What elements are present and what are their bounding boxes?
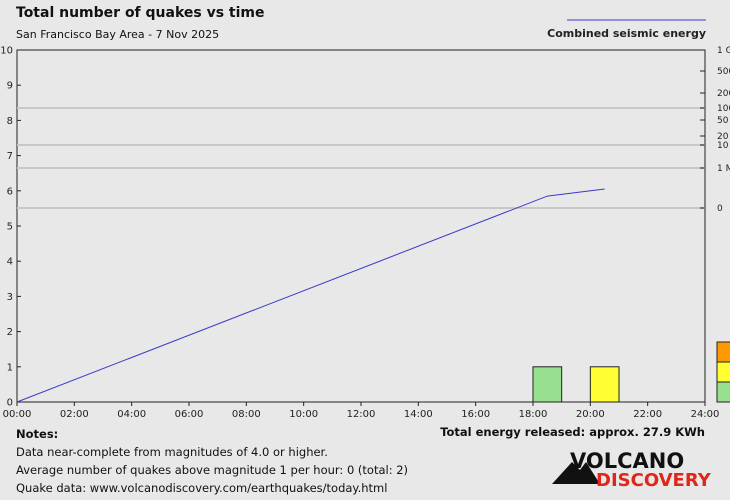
- y-tick-label: 8: [7, 116, 13, 127]
- y-tick-label: 5: [7, 222, 13, 233]
- right-tick-label: 20: [717, 132, 729, 142]
- y-tick-label: 3: [7, 292, 13, 303]
- logo-text-top: VOLCANO: [570, 449, 684, 473]
- y-tick-label: 2: [7, 327, 13, 338]
- x-tick-label: 24:00: [691, 409, 720, 420]
- magnitude-color-scale: [716, 341, 730, 403]
- y-tick-label: 10: [0, 46, 13, 57]
- x-tick-label: 20:00: [576, 409, 605, 420]
- plot-area: [16, 49, 706, 403]
- y-tick-label: 4: [7, 257, 13, 268]
- y-tick-label: 6: [7, 186, 13, 197]
- volcano-discovery-logo[interactable]: VOLCANO DISCOVERY: [552, 448, 722, 490]
- volcano-icon: [552, 462, 600, 484]
- x-tick-label: 12:00: [347, 409, 376, 420]
- right-tick-label: 100: [717, 104, 730, 114]
- x-tick-label: 04:00: [117, 409, 146, 420]
- x-tick-label: 22:00: [633, 409, 662, 420]
- x-tick-label: 16:00: [461, 409, 490, 420]
- x-tick-label: 08:00: [232, 409, 261, 420]
- x-tick-label: 02:00: [60, 409, 89, 420]
- y-axis: 0 1 2 3 4 5 6 7 8 9 10: [0, 46, 21, 409]
- y-tick-label: 7: [7, 151, 13, 162]
- right-tick-label: 0: [717, 204, 723, 214]
- grid-lines: [17, 107, 705, 209]
- notes-line-3[interactable]: Quake data: www.volcanodiscovery.com/ear…: [16, 481, 388, 495]
- chart-subtitle: San Francisco Bay Area - 7 Nov 2025: [16, 28, 219, 41]
- logo-text-bottom: DISCOVERY: [596, 470, 712, 490]
- right-tick-label: 50: [717, 116, 729, 126]
- x-tick-label: 18:00: [519, 409, 548, 420]
- notes-block: Notes: Data near-complete from magnitude…: [16, 425, 408, 497]
- magnitude-swatch: [716, 361, 730, 383]
- x-tick-label: 10:00: [289, 409, 318, 420]
- magnitude-swatch: [716, 341, 730, 363]
- notes-line-2: Average number of quakes above magnitude…: [16, 463, 409, 477]
- x-tick-label: 06:00: [175, 409, 204, 420]
- y-tick-label: 1: [7, 362, 13, 373]
- right-tick-label: 1 G: [717, 46, 730, 56]
- right-tick-label: 10: [717, 141, 729, 151]
- x-axis: 00:00 02:00 04:00 06:00 08:00 10:00 12:00 14:00…: [3, 402, 720, 420]
- x-tick-label: 00:00: [3, 409, 32, 420]
- y-tick-label: 9: [7, 81, 13, 92]
- legend-label: Combined seismic energy: [547, 27, 706, 40]
- magnitude-swatch: [716, 381, 730, 403]
- notes-line-1: Data near-complete from magnitudes of 4.…: [16, 445, 328, 459]
- right-tick-label: 200: [717, 89, 730, 99]
- chart-title: Total number of quakes vs time: [16, 5, 265, 21]
- quake-bar: [532, 366, 563, 403]
- notes-title: Notes:: [16, 427, 59, 441]
- energy-line: [16, 188, 605, 403]
- bar-series: [532, 366, 620, 403]
- quake-bar: [589, 366, 620, 403]
- energy-total: Total energy released: approx. 27.9 KWh: [440, 425, 705, 439]
- y-tick-label: 0: [7, 398, 13, 409]
- x-tick-label: 14:00: [404, 409, 433, 420]
- right-tick-label: 1 M: [717, 164, 730, 174]
- right-tick-label: 500: [717, 67, 730, 77]
